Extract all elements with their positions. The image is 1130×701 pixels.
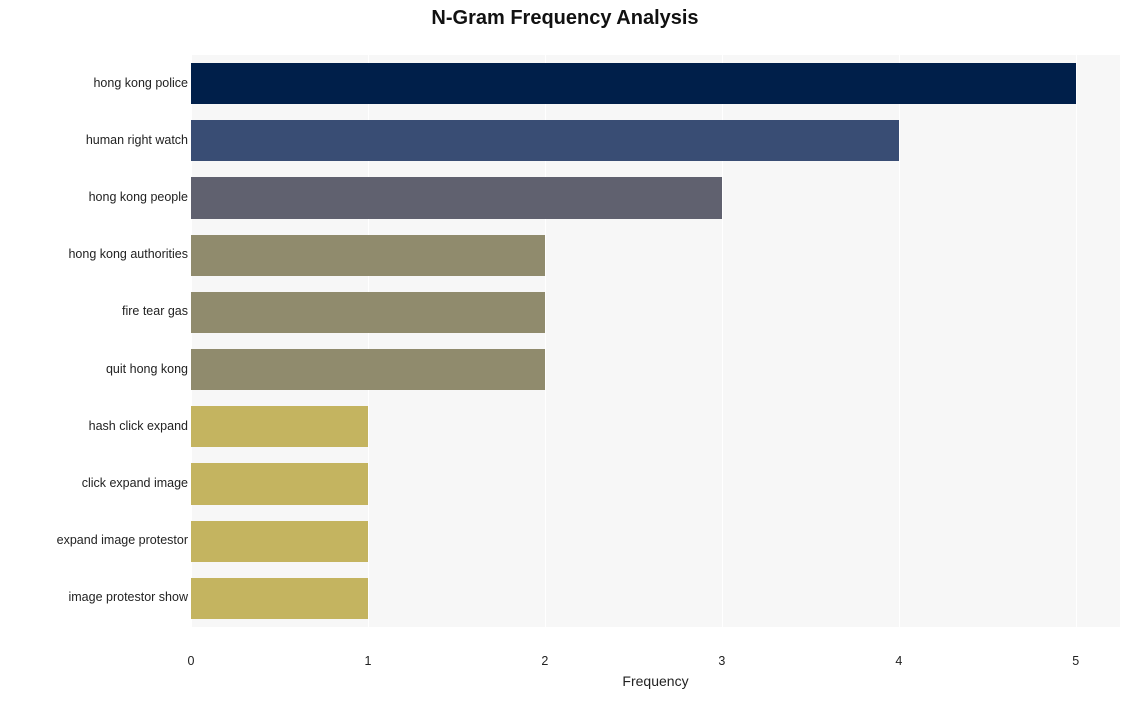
y-tick-label: click expand image xyxy=(82,476,188,490)
y-tick-label: hong kong authorities xyxy=(68,247,188,261)
y-tick-label: fire tear gas xyxy=(122,304,188,318)
bar xyxy=(191,63,1076,104)
ngram-bar-chart: N-Gram Frequency Analysis hong kong poli… xyxy=(0,0,1130,701)
x-tick-label: 0 xyxy=(188,654,195,668)
x-tick-label: 5 xyxy=(1072,654,1079,668)
y-tick-label: hong kong people xyxy=(89,190,188,204)
bar xyxy=(191,578,368,619)
gridline xyxy=(899,34,900,648)
bar xyxy=(191,521,368,562)
x-tick-label: 3 xyxy=(718,654,725,668)
x-tick-label: 4 xyxy=(895,654,902,668)
bar xyxy=(191,120,899,161)
y-tick-label: expand image protestor xyxy=(57,533,188,547)
y-tick-label: image protestor show xyxy=(68,590,188,604)
bar xyxy=(191,235,545,276)
bar xyxy=(191,463,368,504)
y-tick-label: quit hong kong xyxy=(106,362,188,376)
bar xyxy=(191,406,368,447)
plot-inner xyxy=(191,34,1120,648)
y-tick-label: hash click expand xyxy=(89,419,188,433)
bar xyxy=(191,177,722,218)
plot-area xyxy=(191,34,1120,648)
y-tick-label: human right watch xyxy=(86,133,188,147)
x-tick-label: 2 xyxy=(541,654,548,668)
x-tick-label: 1 xyxy=(364,654,371,668)
y-tick-label: hong kong police xyxy=(93,76,188,90)
bar xyxy=(191,292,545,333)
x-axis-label: Frequency xyxy=(191,673,1120,689)
gridline xyxy=(1076,34,1077,648)
chart-title: N-Gram Frequency Analysis xyxy=(0,7,1130,30)
bar xyxy=(191,349,545,390)
